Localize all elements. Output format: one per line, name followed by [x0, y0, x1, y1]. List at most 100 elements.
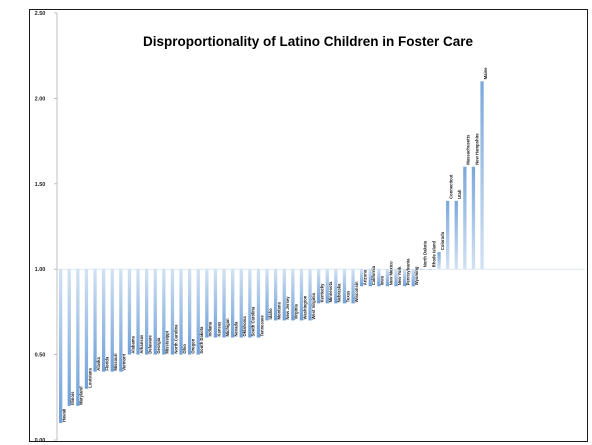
- bar-label: California: [371, 265, 376, 285]
- bar-label: West Virginia: [311, 292, 316, 319]
- bar-label: Tennessee: [259, 315, 264, 337]
- bar-oregon: [188, 269, 192, 355]
- bar-utah: [454, 200, 458, 270]
- bar-new-mexico: [385, 269, 390, 287]
- bar-maine: [480, 81, 484, 270]
- bar-iowa: [377, 269, 381, 287]
- bar-label: Alaska: [96, 357, 101, 371]
- bar-label: South Carolina: [251, 306, 256, 336]
- bar-label: Pennsylvania: [406, 258, 411, 285]
- bar-label: Missouri: [113, 353, 118, 370]
- chart-title: Disproportionality of Latino Children in…: [143, 34, 474, 49]
- bar-label: Delaware: [148, 335, 153, 354]
- y-tick-label: 1.50: [35, 182, 46, 188]
- bar-pennsylvania: [403, 269, 407, 287]
- bar-texas: [342, 269, 347, 304]
- bar-colorado: [437, 252, 441, 270]
- bar-label: Connecticut: [449, 174, 454, 199]
- bar-nevada: [231, 269, 235, 338]
- bar-ohio: [179, 269, 183, 355]
- bar-south-dakota: [196, 269, 200, 355]
- bar-label: Kansas: [216, 321, 221, 337]
- bar-label: Utah: [457, 189, 462, 199]
- bar-label: Montana: [277, 302, 282, 320]
- bar-south-carolina: [248, 269, 252, 338]
- bar-virginia: [291, 269, 295, 321]
- bar-washington: [299, 269, 304, 321]
- bar-label: South Dakota: [199, 326, 204, 354]
- bar-alabama: [127, 269, 132, 355]
- bar-label: Nebraska: [337, 283, 342, 303]
- bar-wisconsin: [351, 269, 355, 304]
- bar-montana: [274, 269, 278, 321]
- bar-label: Massachusetts: [466, 134, 471, 165]
- bar-illinois: [67, 269, 71, 406]
- bar-label: Colorado: [440, 231, 445, 250]
- bar-minnesota: [325, 269, 329, 304]
- bar-label: Hawaii: [62, 409, 67, 422]
- bar-hawaii: [59, 269, 63, 423]
- y-tick-label: 0.50: [35, 353, 46, 359]
- bar-label: Arizona: [363, 269, 368, 285]
- bar-kansas: [213, 269, 218, 338]
- y-tick-label: 1.00: [35, 267, 46, 273]
- bar-label: Virginia: [294, 303, 299, 319]
- bar-california: [368, 269, 372, 287]
- bar-indiana: [205, 269, 209, 338]
- bar-vermont: [119, 269, 123, 372]
- bar-new-jersey: [282, 269, 286, 321]
- bar-label: Ohio: [182, 344, 187, 354]
- bar-label: Alabama: [130, 335, 135, 353]
- bars-group: [59, 81, 484, 423]
- bar-label: New Hampshire: [474, 133, 479, 165]
- bar-label: New Jersey: [285, 296, 290, 320]
- bar-label: New York: [397, 266, 402, 285]
- bar-label: Louisiana: [87, 368, 92, 388]
- bar-label: Kentucky: [320, 283, 325, 303]
- bar-north-dakota: [420, 269, 424, 270]
- bar-label: North Carolina: [173, 324, 178, 354]
- bar-label: Mississippi: [165, 331, 170, 354]
- bar-label: Rhode Island: [431, 240, 436, 267]
- bar-label: Idaho: [268, 308, 273, 320]
- bar-arizona: [360, 269, 364, 287]
- bar-label: Wisconsin: [354, 281, 359, 302]
- bar-mississippi: [162, 269, 166, 355]
- bar-label: Iowa: [380, 275, 385, 285]
- bar-label: Minnesota: [328, 281, 333, 302]
- bar-label: Nevada: [234, 321, 239, 337]
- bar-arkansas: [136, 269, 140, 355]
- bar-alaska: [93, 269, 97, 372]
- bar-label: Michigan: [225, 318, 230, 337]
- bar-label: Washington: [302, 295, 307, 319]
- bar-north-carolina: [170, 269, 175, 355]
- bar-new-york: [394, 269, 398, 287]
- bar-label: Texas: [345, 290, 350, 302]
- y-tick-label: 2.00: [35, 96, 46, 102]
- bar-florida: [102, 269, 106, 372]
- bar-massachusetts: [463, 166, 467, 270]
- bar-idaho: [265, 269, 269, 321]
- bar-label: Oregon: [191, 338, 196, 353]
- bar-label: New Mexico: [388, 261, 393, 285]
- bar-tennessee: [256, 269, 261, 338]
- bar-west-virginia: [308, 269, 312, 321]
- bar-kentucky: [317, 269, 321, 304]
- bar-louisiana: [84, 269, 89, 389]
- bar-label: Florida: [105, 356, 110, 371]
- bar-label: North Dakota: [423, 240, 428, 267]
- bar-label: Vermont: [122, 353, 127, 370]
- y-tick-label: 0.00: [35, 438, 46, 444]
- bar-label: Arkansas: [139, 334, 144, 354]
- bar-georgia: [153, 269, 157, 355]
- bar-rhode-island: [428, 269, 433, 270]
- bar-wyoming: [411, 269, 415, 287]
- bar-michigan: [222, 269, 226, 338]
- bar-delaware: [145, 269, 149, 355]
- bar-maryland: [76, 269, 80, 406]
- bar-label: Wyoming: [414, 266, 419, 285]
- bar-label: Oklahoma: [242, 316, 247, 337]
- bar-missouri: [110, 269, 114, 372]
